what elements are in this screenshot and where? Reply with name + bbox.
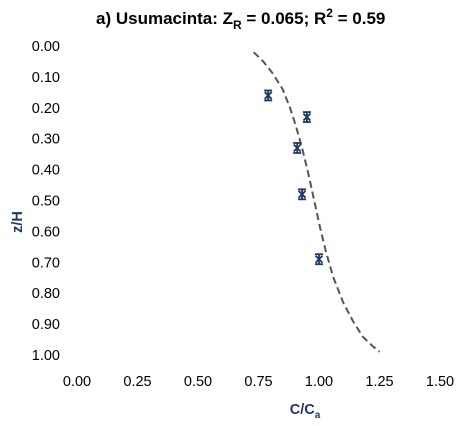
- x-axis-title-main: C/C: [290, 402, 316, 418]
- title-r-superscript: 2: [326, 6, 333, 20]
- x-tick-label: 1.50: [426, 374, 454, 390]
- x-tick-label: 1.00: [305, 374, 333, 390]
- y-tick-label: 0.10: [32, 70, 60, 86]
- y-tick-label: 1.00: [32, 348, 60, 364]
- data-point: [293, 142, 302, 154]
- data-point: [302, 111, 312, 123]
- x-axis-title-subscript: a: [315, 410, 321, 421]
- x-axis-tick-labels: 0.00 0.25 0.50 0.75 1.00 1.25 1.50: [63, 374, 454, 390]
- title-suffix: = 0.59: [333, 9, 385, 28]
- y-tick-label: 0.80: [32, 286, 60, 302]
- x-tick-label: 0.25: [123, 374, 151, 390]
- y-tick-label: 0.60: [32, 224, 60, 240]
- title-mid: = 0.065; R: [242, 9, 327, 28]
- data-point: [297, 188, 307, 201]
- data-point: [314, 253, 324, 266]
- x-axis-title: C/Ca: [290, 402, 321, 421]
- y-tick-label: 0.20: [32, 101, 60, 117]
- y-axis-tick-labels: 0.00 0.10 0.20 0.30 0.40 0.50 0.60 0.70 0.80 0.90…: [32, 39, 60, 364]
- x-tick-label: 0.75: [244, 374, 272, 390]
- chart-title: a) Usumacinta: ZR = 0.065; R2 = 0.59: [96, 6, 385, 32]
- y-tick-label: 0.40: [32, 163, 60, 179]
- plot-area: [253, 51, 381, 353]
- y-tick-label: 0.70: [32, 255, 60, 271]
- x-tick-label: 0.50: [184, 374, 212, 390]
- y-tick-label: 0.30: [32, 132, 60, 148]
- y-axis-title: z/H: [10, 211, 26, 233]
- fit-curve: [253, 51, 381, 353]
- title-z-subscript: R: [233, 18, 242, 32]
- title-prefix: a) Usumacinta: Z: [96, 9, 233, 28]
- y-tick-label: 0.00: [32, 39, 60, 55]
- data-point: [264, 89, 273, 102]
- y-tick-label: 0.90: [32, 317, 60, 333]
- x-tick-label: 1.25: [365, 374, 393, 390]
- y-tick-label: 0.50: [32, 194, 60, 210]
- x-tick-label: 0.00: [63, 374, 91, 390]
